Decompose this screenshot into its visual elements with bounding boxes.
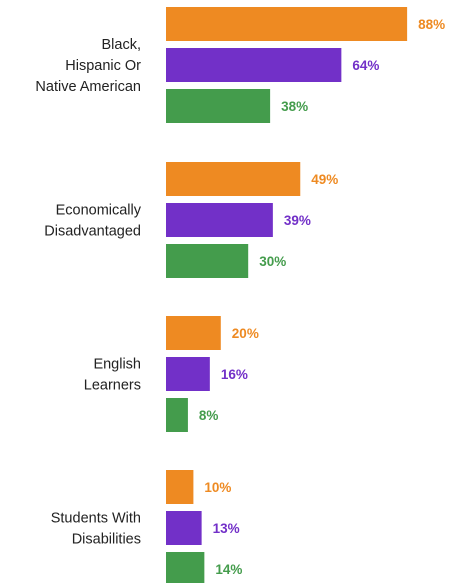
bar xyxy=(166,398,188,432)
category-label-line: Black, xyxy=(102,37,142,53)
data-label: 49% xyxy=(311,172,338,187)
bar xyxy=(166,357,210,391)
data-label: 13% xyxy=(213,521,240,536)
category-label: English Learners xyxy=(84,357,141,394)
category-label: Students With Disabilities xyxy=(51,511,141,548)
data-label: 30% xyxy=(259,254,286,269)
category-label-line: Learners xyxy=(84,378,141,394)
bar xyxy=(166,244,249,278)
category-label-line: Disabilities xyxy=(72,532,141,548)
category-label-line: Hispanic Or xyxy=(65,58,141,74)
bar xyxy=(166,203,273,237)
bar xyxy=(166,511,202,545)
bar xyxy=(166,89,271,123)
category-label-line: Native American xyxy=(35,79,141,95)
category-label-line: Economically xyxy=(56,203,142,219)
bar xyxy=(166,470,194,504)
category-label-line: Students With xyxy=(51,511,141,527)
bar xyxy=(166,162,301,196)
data-label: 16% xyxy=(221,367,248,382)
bar xyxy=(166,316,221,350)
data-label: 8% xyxy=(199,408,219,423)
data-label: 39% xyxy=(284,213,311,228)
bar xyxy=(166,7,408,41)
data-label: 14% xyxy=(215,562,242,577)
data-label: 38% xyxy=(281,99,308,114)
bar xyxy=(166,48,342,82)
category-label: Black, Hispanic Or Native American xyxy=(35,37,141,95)
data-label: 64% xyxy=(352,58,379,73)
bar xyxy=(166,552,205,583)
category-label-line: Disadvantaged xyxy=(44,224,141,240)
data-label: 20% xyxy=(232,326,259,341)
data-label: 88% xyxy=(418,17,445,32)
category-label-line: English xyxy=(93,357,141,373)
data-label: 10% xyxy=(204,480,231,495)
category-label: Economically Disadvantaged xyxy=(44,203,141,240)
